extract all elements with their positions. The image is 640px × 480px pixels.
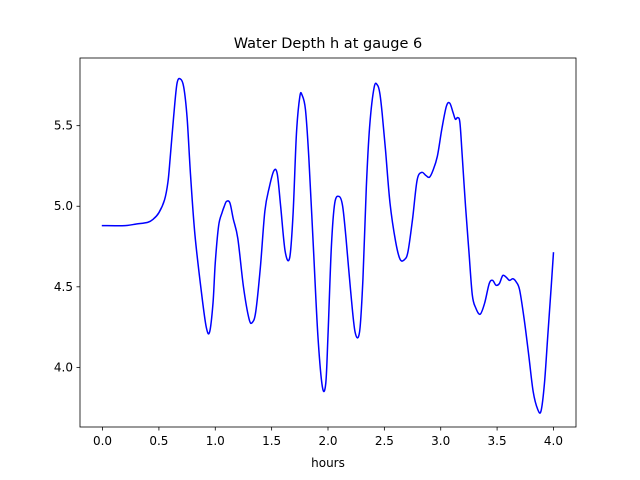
x-tick-label: 3.5 [488, 434, 507, 448]
x-tick-label: 4.0 [544, 434, 563, 448]
x-tick-label: 3.0 [431, 434, 450, 448]
series-line [101, 77, 555, 414]
x-axis-label: hours [311, 456, 345, 470]
x-tick-label: 2.5 [375, 434, 394, 448]
x-tick-label: 0.5 [149, 434, 168, 448]
x-tick-label: 2.0 [318, 434, 337, 448]
x-axis-ticks: 0.0 0.5 1.0 1.5 2.0 2.5 3.0 3.5 4.0 [93, 427, 563, 448]
chart-title: Water Depth h at gauge 6 [234, 36, 422, 52]
y-tick-label: 5.5 [54, 119, 73, 133]
x-tick-label: 1.0 [206, 434, 225, 448]
x-tick-label: 1.5 [262, 434, 281, 448]
y-axis-ticks: 4.0 4.5 5.0 5.5 [54, 119, 80, 374]
y-tick-label: 4.0 [54, 360, 73, 374]
x-tick-label: 0.0 [93, 434, 112, 448]
y-tick-label: 5.0 [54, 199, 73, 213]
plot-frame [79, 57, 577, 428]
y-tick-label: 4.5 [54, 280, 73, 294]
